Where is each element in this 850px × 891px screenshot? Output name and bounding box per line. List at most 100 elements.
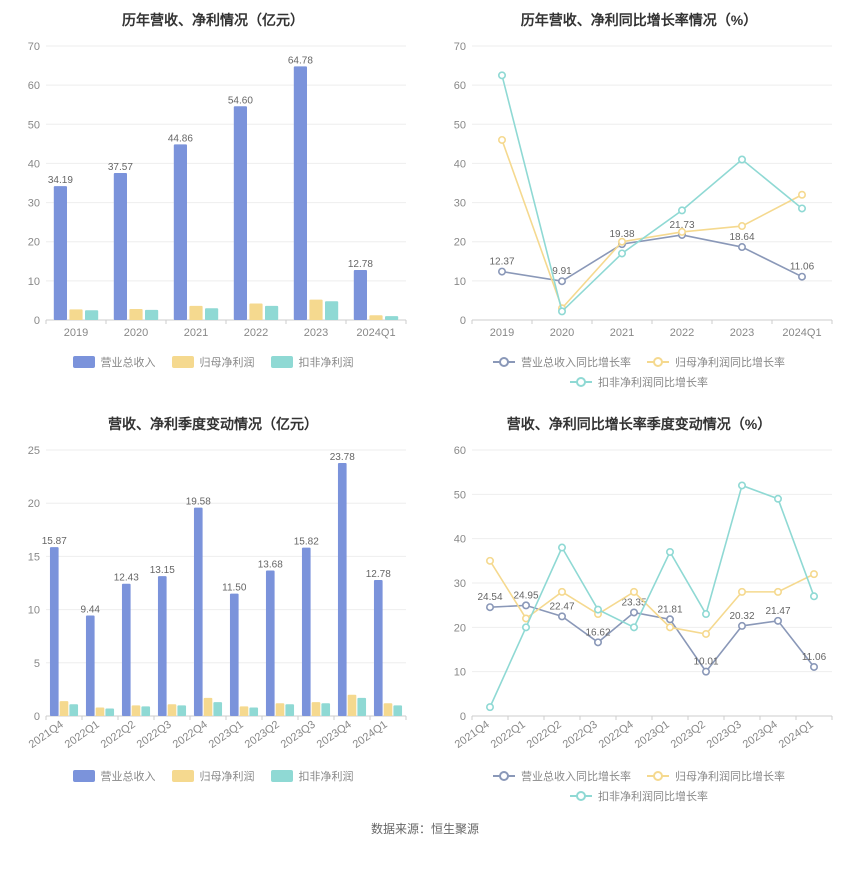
svg-text:0: 0 <box>460 315 466 327</box>
svg-text:34.19: 34.19 <box>48 175 73 186</box>
legend-swatch <box>570 381 592 383</box>
legend-item: 归母净利润同比增长率 <box>647 354 785 370</box>
svg-text:2023: 2023 <box>304 327 328 339</box>
svg-text:2023Q3: 2023Q3 <box>279 719 318 751</box>
svg-text:2023: 2023 <box>730 327 754 339</box>
svg-text:40: 40 <box>454 158 466 170</box>
svg-text:10: 10 <box>454 276 466 288</box>
legend-label: 归母净利润 <box>200 354 255 370</box>
svg-text:20: 20 <box>28 498 40 510</box>
line-chart: 01020304050602021Q42022Q12022Q22022Q3202… <box>434 442 844 762</box>
svg-text:2020: 2020 <box>124 327 148 339</box>
chart-grid: 历年营收、净利情况（亿元） 01020304050607020192020202… <box>0 0 850 808</box>
legend-label: 营业总收入 <box>101 354 156 370</box>
legend-swatch <box>271 770 293 782</box>
svg-text:21.47: 21.47 <box>765 606 790 617</box>
legend-item: 归母净利润 <box>172 354 255 370</box>
svg-text:60: 60 <box>28 80 40 92</box>
svg-text:10: 10 <box>28 276 40 288</box>
svg-text:20.32: 20.32 <box>729 611 754 622</box>
legend-label: 扣非净利润 <box>299 768 354 784</box>
svg-text:2023Q3: 2023Q3 <box>705 719 744 751</box>
svg-text:37.57: 37.57 <box>108 162 133 173</box>
svg-text:20: 20 <box>28 237 40 249</box>
svg-text:44.86: 44.86 <box>168 133 193 144</box>
svg-text:2022Q1: 2022Q1 <box>489 719 528 751</box>
svg-text:2022Q4: 2022Q4 <box>597 719 636 751</box>
svg-text:11.06: 11.06 <box>790 262 815 273</box>
svg-text:50: 50 <box>454 489 466 501</box>
svg-text:13.15: 13.15 <box>150 565 175 576</box>
legend-swatch <box>647 361 669 363</box>
chart-title: 营收、净利同比增长率季度变动情况（%） <box>434 414 844 434</box>
svg-text:50: 50 <box>28 119 40 131</box>
svg-text:2024Q1: 2024Q1 <box>782 327 821 339</box>
legend: 营业总收入同比增长率归母净利润同比增长率扣非净利润同比增长率 <box>434 768 844 804</box>
svg-text:50: 50 <box>454 119 466 131</box>
bar-chart: 05101520252021Q42022Q12022Q22022Q32022Q4… <box>8 442 418 762</box>
svg-text:0: 0 <box>34 315 40 327</box>
svg-text:2024Q1: 2024Q1 <box>356 327 395 339</box>
legend-label: 扣非净利润 <box>299 354 354 370</box>
legend-label: 营业总收入同比增长率 <box>521 768 631 784</box>
legend-item: 营业总收入 <box>73 768 156 784</box>
svg-text:22.47: 22.47 <box>549 601 574 612</box>
svg-text:2022Q3: 2022Q3 <box>135 719 174 751</box>
legend-item: 归母净利润同比增长率 <box>647 768 785 784</box>
legend-item: 营业总收入同比增长率 <box>493 768 631 784</box>
svg-text:16.62: 16.62 <box>585 627 610 638</box>
svg-text:2024Q1: 2024Q1 <box>351 719 390 751</box>
svg-text:21.81: 21.81 <box>657 604 682 615</box>
svg-text:12.43: 12.43 <box>114 573 139 584</box>
svg-text:25: 25 <box>28 445 40 457</box>
svg-text:0: 0 <box>34 711 40 723</box>
data-source-footer: 数据来源：恒生聚源 <box>0 808 850 849</box>
legend-label: 归母净利润同比增长率 <box>675 768 785 784</box>
svg-text:2021: 2021 <box>184 327 208 339</box>
panel-annual-growth: 历年营收、净利同比增长率情况（%） 0102030405060702019202… <box>426 0 850 404</box>
panel-annual-revenue: 历年营收、净利情况（亿元） 01020304050607020192020202… <box>0 0 426 404</box>
svg-text:20: 20 <box>454 622 466 634</box>
svg-text:70: 70 <box>454 41 466 53</box>
legend-swatch <box>172 356 194 368</box>
svg-text:2022Q4: 2022Q4 <box>171 719 210 751</box>
svg-text:2021: 2021 <box>610 327 634 339</box>
svg-text:2019: 2019 <box>490 327 514 339</box>
legend: 营业总收入归母净利润扣非净利润 <box>8 768 418 784</box>
svg-text:2023Q2: 2023Q2 <box>669 719 708 751</box>
svg-text:24.54: 24.54 <box>477 592 502 603</box>
panel-quarterly-revenue: 营收、净利季度变动情况（亿元） 05101520252021Q42022Q120… <box>0 404 426 808</box>
svg-text:2023Q1: 2023Q1 <box>207 719 246 751</box>
svg-text:2022Q2: 2022Q2 <box>525 719 564 751</box>
svg-text:12.78: 12.78 <box>348 259 373 270</box>
legend-swatch <box>493 775 515 777</box>
svg-text:2022Q2: 2022Q2 <box>99 719 138 751</box>
svg-text:11.06: 11.06 <box>802 652 827 663</box>
chart-title: 营收、净利季度变动情况（亿元） <box>8 414 418 434</box>
svg-text:2020: 2020 <box>550 327 574 339</box>
svg-text:54.60: 54.60 <box>228 95 253 106</box>
legend-item: 扣非净利润 <box>271 768 354 784</box>
svg-text:2019: 2019 <box>64 327 88 339</box>
svg-text:10: 10 <box>454 667 466 679</box>
svg-text:24.95: 24.95 <box>513 590 538 601</box>
svg-text:13.68: 13.68 <box>258 559 283 570</box>
svg-text:30: 30 <box>28 198 40 210</box>
svg-text:40: 40 <box>28 158 40 170</box>
svg-text:19.58: 19.58 <box>186 497 211 508</box>
svg-text:18.64: 18.64 <box>729 232 754 243</box>
bar-chart: 010203040506070201920202021202220232024Q… <box>8 38 418 348</box>
legend-swatch <box>570 795 592 797</box>
svg-text:2021Q4: 2021Q4 <box>27 719 66 751</box>
svg-text:2022: 2022 <box>244 327 268 339</box>
svg-text:9.91: 9.91 <box>552 266 572 277</box>
legend-swatch <box>647 775 669 777</box>
panel-quarterly-growth: 营收、净利同比增长率季度变动情况（%） 01020304050602021Q42… <box>426 404 850 808</box>
svg-text:2021Q4: 2021Q4 <box>453 719 492 751</box>
legend-item: 扣非净利润 <box>271 354 354 370</box>
legend: 营业总收入同比增长率归母净利润同比增长率扣非净利润同比增长率 <box>434 354 844 390</box>
chart-title: 历年营收、净利情况（亿元） <box>8 10 418 30</box>
svg-text:2023Q4: 2023Q4 <box>315 719 354 751</box>
svg-text:2024Q1: 2024Q1 <box>777 719 816 751</box>
chart-title: 历年营收、净利同比增长率情况（%） <box>434 10 844 30</box>
